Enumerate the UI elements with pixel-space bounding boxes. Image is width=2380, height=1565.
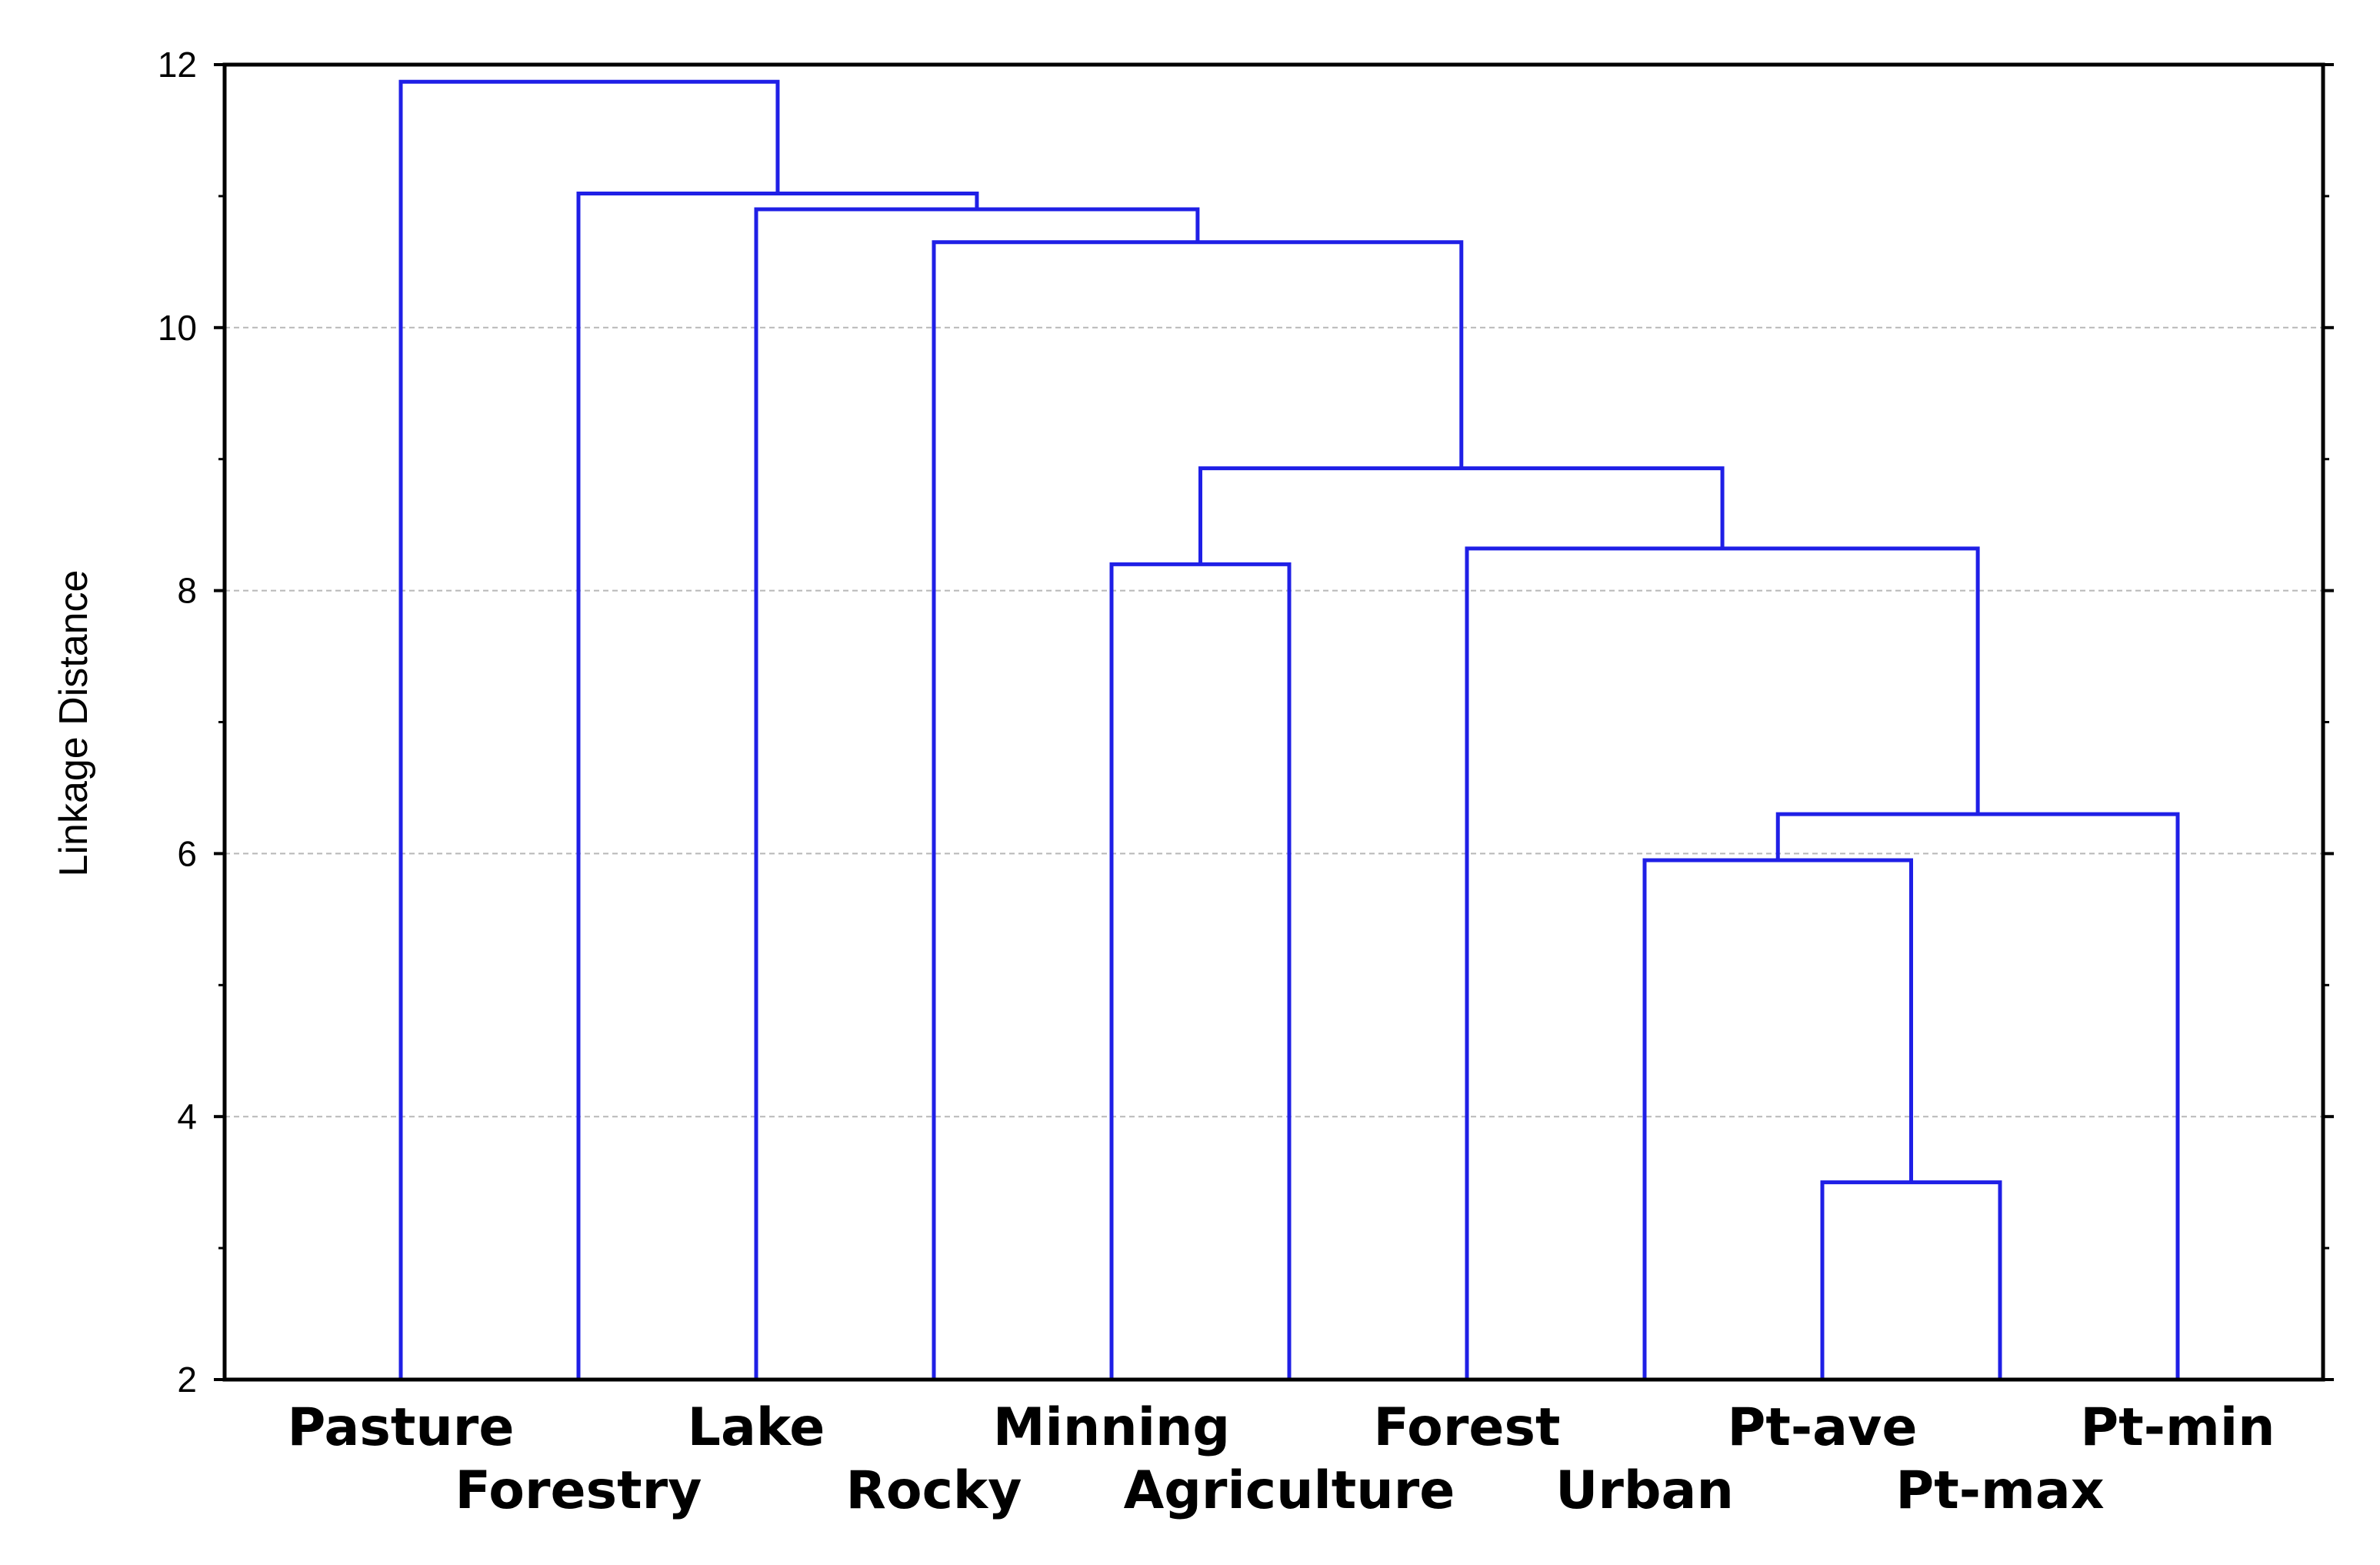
leaf-label: Pt-max (1895, 1460, 2104, 1521)
y-tick-label: 12 (158, 45, 197, 85)
leaf-label: Forest (1373, 1397, 1560, 1458)
leaf-label: Pt-ave (1728, 1397, 1918, 1458)
dendrogram-link (1820, 1180, 2002, 1380)
leaf-label: Forestry (455, 1460, 702, 1521)
y-tick-label: 8 (177, 571, 197, 611)
y-tick-label: 10 (158, 308, 197, 348)
leaf-label: Urban (1555, 1460, 1734, 1521)
y-tick-label: 4 (177, 1096, 197, 1136)
y-axis-title: Linkage Distance (52, 570, 96, 877)
dendrogram-link (1775, 812, 2180, 1380)
leaf-label: Pasture (288, 1397, 515, 1458)
dendrogram-link (1109, 562, 1292, 1380)
leaf-label: Lake (688, 1397, 825, 1458)
dendrogram-link (576, 191, 979, 1380)
dendrogram-link (754, 207, 1200, 1380)
plot-frame (222, 62, 2325, 1382)
dendrogram-link (1465, 546, 1980, 1380)
y-axis: 2 4 6 8 10 12 (158, 45, 2334, 1400)
dendrogram-link (398, 79, 780, 1380)
leaf-label: Pt-min (2080, 1397, 2275, 1458)
leaf-label: Minning (993, 1397, 1230, 1458)
y-tick-label: 6 (177, 833, 197, 873)
dendrogram-link (932, 240, 1464, 1380)
leaf-label: Rocky (846, 1460, 1022, 1521)
leaf-label: Agriculture (1124, 1460, 1455, 1521)
grid-lines (225, 326, 2323, 1118)
y-tick-label: 2 (177, 1360, 197, 1400)
dendrogram-links (398, 79, 2180, 1380)
dendrogram-link (1642, 858, 1913, 1380)
